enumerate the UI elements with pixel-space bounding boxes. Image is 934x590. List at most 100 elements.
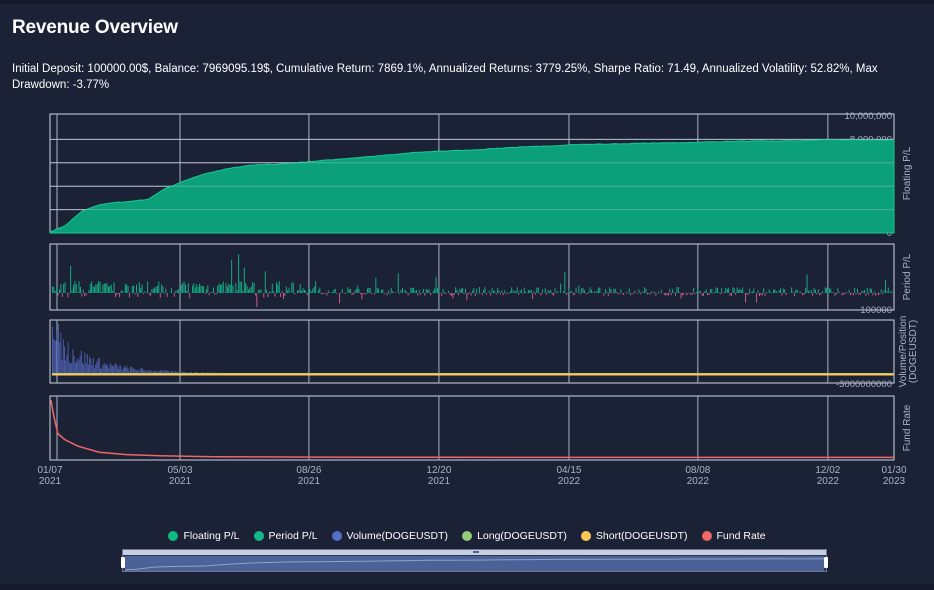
period-pl-bar xyxy=(591,289,592,293)
period-pl-bar xyxy=(315,280,317,293)
period-pl-bar xyxy=(535,293,536,295)
period-pl-bar xyxy=(141,284,143,293)
x-tick-label: 05/03 xyxy=(168,465,193,476)
volume-bar xyxy=(137,369,139,373)
volume-bar xyxy=(160,370,161,373)
period-pl-bar xyxy=(417,293,419,296)
volume-bar xyxy=(155,370,157,373)
legend-item[interactable]: Short(DOGEUSDT) xyxy=(580,530,688,542)
period-pl-bar xyxy=(130,292,132,293)
legend-item[interactable]: Long(DOGEUSDT) xyxy=(462,530,567,542)
period-pl-bar xyxy=(889,292,891,293)
period-pl-bar xyxy=(94,287,95,293)
period-pl-bar xyxy=(495,293,497,295)
panel-2: -100000 Period P/L xyxy=(49,243,913,316)
period-pl-bar xyxy=(851,293,853,295)
period-pl-bar xyxy=(892,292,893,293)
period-pl-bar xyxy=(458,293,459,296)
period-pl-bar xyxy=(691,293,693,295)
volume-bar xyxy=(130,367,131,373)
period-pl-bar xyxy=(530,289,532,293)
period-pl-bar xyxy=(82,289,84,293)
period-pl-bar xyxy=(750,292,752,293)
period-pl-bar xyxy=(850,293,851,296)
period-pl-bar xyxy=(249,287,251,293)
slider-selection[interactable] xyxy=(125,556,824,571)
period-pl-bar xyxy=(438,287,440,293)
period-pl-bar xyxy=(74,281,76,293)
period-pl-bar xyxy=(642,292,644,293)
period-pl-bar xyxy=(180,284,182,293)
legend-item[interactable]: Volume(DOGEUSDT) xyxy=(331,530,448,542)
period-pl-bar xyxy=(221,284,223,293)
period-pl-bar xyxy=(476,288,478,293)
slider-right-handle[interactable] xyxy=(824,557,828,568)
volume-bar xyxy=(71,363,73,373)
period-pl-bar xyxy=(250,286,252,293)
period-pl-bar xyxy=(220,284,221,293)
period-pl-bar xyxy=(861,291,863,293)
period-pl-bar xyxy=(809,291,811,293)
period-pl-bar xyxy=(875,293,877,296)
period-pl-bar xyxy=(129,293,130,298)
period-pl-bar xyxy=(731,293,732,296)
volume-bar xyxy=(67,342,69,373)
period-pl-bar xyxy=(357,285,359,293)
period-pl-bar xyxy=(760,293,762,295)
volume-bar xyxy=(175,371,177,373)
volume-bar xyxy=(168,371,170,373)
legend-item[interactable]: Fund Rate xyxy=(701,530,766,542)
period-pl-bar xyxy=(302,288,304,293)
performance-summary: Initial Deposit: 100000.00$, Balance: 79… xyxy=(12,63,878,91)
period-pl-bar xyxy=(500,293,501,295)
period-pl-bar xyxy=(668,293,669,296)
period-pl-bar xyxy=(701,293,703,296)
period-pl-bar xyxy=(103,283,105,293)
period-pl-bar xyxy=(696,291,697,293)
period-pl-bar xyxy=(232,285,234,293)
period-pl-bar xyxy=(521,289,522,293)
panel-3: -3000000000 Volume/Position (DOGEUSDT) xyxy=(49,316,919,390)
data-zoom-slider[interactable] xyxy=(121,549,828,572)
period-pl-bar xyxy=(147,281,149,293)
period-pl-bar xyxy=(413,287,415,293)
period-pl-bar xyxy=(725,288,727,293)
period-pl-bar xyxy=(540,293,542,296)
volume-bar xyxy=(84,352,86,373)
slider-left-handle[interactable] xyxy=(121,557,125,568)
period-pl-bar xyxy=(778,290,780,293)
period-pl-bar xyxy=(663,293,665,295)
x-tick-year: 2023 xyxy=(883,476,906,487)
period-pl-bar xyxy=(791,287,793,293)
volume-bar xyxy=(156,371,158,373)
volume-bar xyxy=(72,349,74,373)
period-pl-bar xyxy=(278,281,280,293)
period-pl-bar xyxy=(326,293,328,296)
volume-bar xyxy=(60,332,62,373)
legend-item[interactable]: Period P/L xyxy=(253,530,318,542)
period-pl-bar xyxy=(871,289,872,293)
period-pl-bar xyxy=(92,286,94,293)
slider-grip-icon[interactable] xyxy=(473,551,479,553)
period-pl-bar xyxy=(634,290,636,293)
period-pl-bar xyxy=(841,293,843,296)
period-pl-bar xyxy=(586,293,588,294)
period-pl-bar xyxy=(528,290,529,293)
period-pl-bar xyxy=(329,292,331,293)
y-axis-label: Period P/L xyxy=(902,253,913,300)
period-pl-bar xyxy=(257,290,259,293)
period-pl-bar xyxy=(816,293,818,295)
period-pl-bar xyxy=(507,292,508,293)
volume-bar xyxy=(200,372,202,373)
period-pl-bar xyxy=(801,293,802,294)
period-pl-bar xyxy=(63,283,65,293)
period-pl-bar xyxy=(767,292,769,293)
period-pl-bar xyxy=(880,289,882,293)
period-pl-bar xyxy=(654,291,655,293)
period-pl-bar xyxy=(368,287,370,293)
period-pl-bar xyxy=(260,289,262,293)
period-pl-bar xyxy=(253,283,255,293)
legend-item[interactable]: Floating P/L xyxy=(168,530,240,542)
period-pl-bar xyxy=(318,289,319,293)
